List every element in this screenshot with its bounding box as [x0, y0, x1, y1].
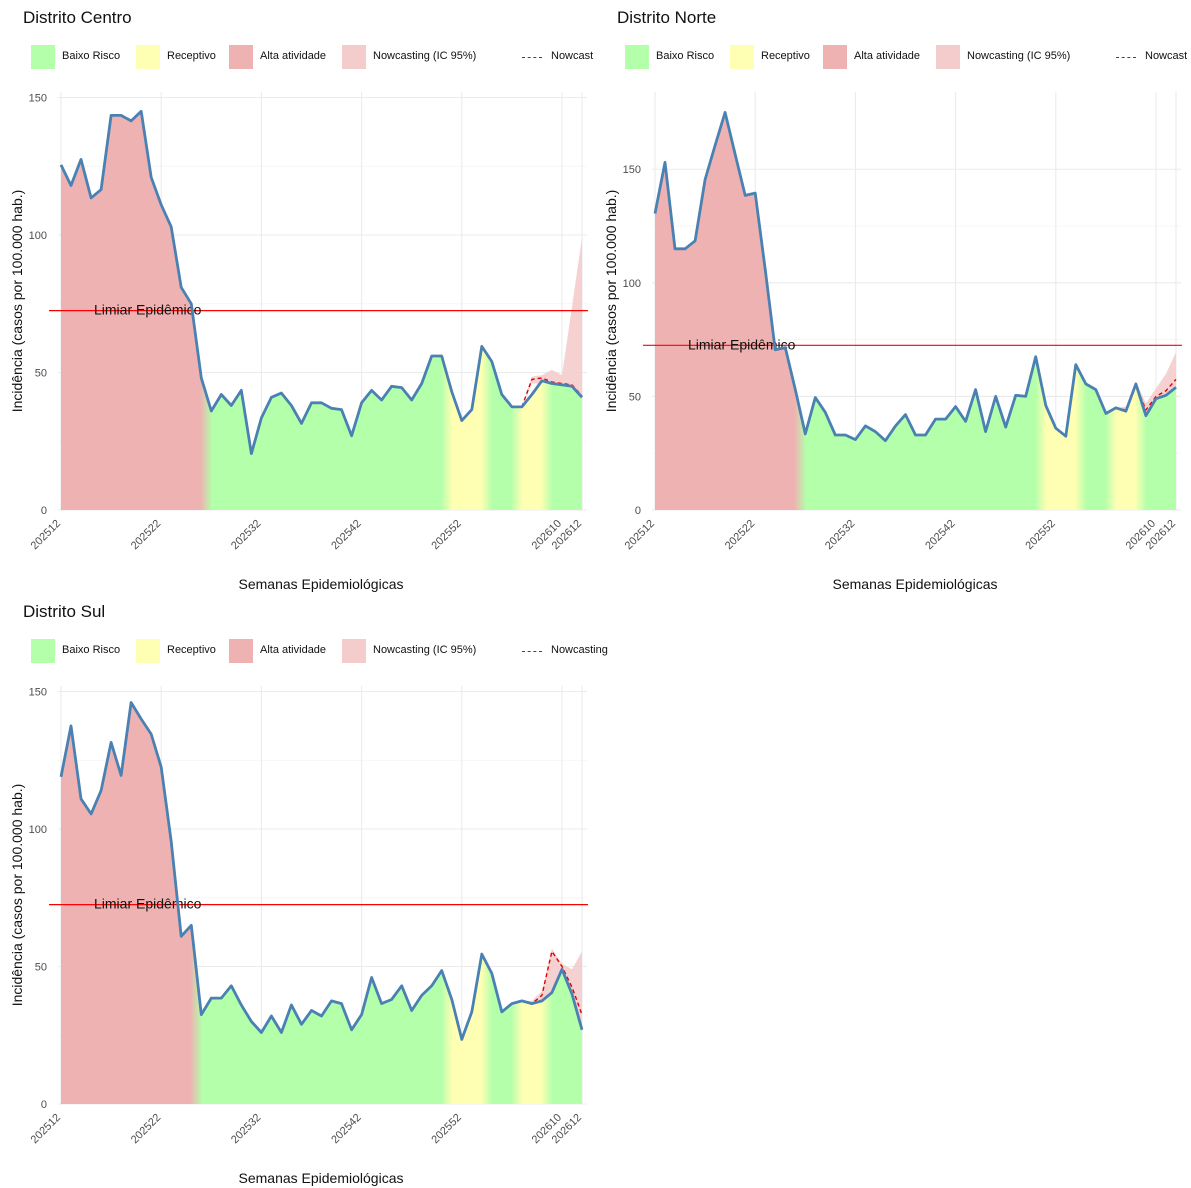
- legend-swatch: [229, 639, 253, 663]
- threshold-label: Limiar Epidêmico: [94, 896, 202, 912]
- legend-swatch: [823, 45, 847, 69]
- x-tick-label: 202532: [823, 518, 857, 552]
- legend-label: Nowcasting (IC 95%): [373, 50, 477, 62]
- legend-swatch: [31, 45, 55, 69]
- x-tick-label: 202532: [229, 518, 263, 552]
- legend-swatch: [520, 639, 544, 663]
- x-axis-title: Semanas Epidemiológicas: [833, 576, 998, 592]
- y-tick-label: 150: [29, 687, 47, 699]
- chart-plot: Limiar Epidêmico 0 50 100 150 202512 202522 202…: [603, 92, 1182, 592]
- legend-label: Receptivo: [761, 50, 810, 62]
- y-axis-title: Incidência (casos por 100.000 hab.): [603, 190, 619, 413]
- y-tick-label: 150: [29, 93, 47, 105]
- y-tick-label: 0: [41, 505, 47, 517]
- incidence-line: [59, 701, 584, 1041]
- legend-label: Nowcast: [551, 50, 594, 62]
- x-tick-label: 202552: [429, 1112, 463, 1146]
- x-tick-label: 202532: [229, 1112, 263, 1146]
- x-tick-label: 202522: [723, 518, 757, 552]
- y-tick-label: 50: [35, 368, 47, 380]
- legend-swatch: [31, 639, 55, 663]
- threshold-label: Limiar Epidêmico: [688, 336, 796, 352]
- threshold-label: Limiar Epidêmico: [94, 302, 202, 318]
- legend: Baixo Risco Receptivo Alta atividade Nowcas…: [594, 44, 1191, 70]
- legend: Baixo Risco Receptivo Alta atividade Nowcas…: [0, 638, 620, 664]
- legend-swatch: [520, 45, 544, 69]
- incidence-line: [653, 111, 1177, 443]
- x-axis-title: Semanas Epidemiológicas: [239, 576, 404, 592]
- x-tick-label: 202512: [29, 518, 63, 552]
- legend-label: Receptivo: [167, 50, 216, 62]
- legend-swatch: [136, 45, 160, 69]
- y-tick-label: 50: [629, 391, 641, 403]
- legend-swatch: [342, 639, 366, 663]
- legend-swatch: [730, 45, 754, 69]
- chart-plot: Limiar Epidêmico 0 50 100 150 202512 202522 202…: [9, 92, 588, 592]
- legend-label: Alta atividade: [854, 50, 921, 62]
- chart-panel-sul: Distrito Sul Baixo Risco Receptivo Alta at…: [0, 594, 608, 1188]
- incidence-line: [59, 109, 584, 455]
- x-tick-label: 202542: [923, 518, 957, 552]
- chart-panel-norte: Distrito Norte Baixo Risco Receptivo Alta …: [594, 0, 1190, 594]
- legend: Baixo Risco Receptivo Alta atividade Nowcas…: [0, 44, 620, 70]
- y-axis-title: Incidência (casos por 100.000 hab.): [9, 784, 25, 1007]
- nowcast-ci-band: [521, 237, 582, 407]
- y-tick-label: 150: [623, 164, 641, 176]
- y-tick-label: 100: [29, 824, 47, 836]
- chart-title: Distrito Norte: [617, 8, 717, 27]
- x-tick-label: 202522: [129, 1112, 163, 1146]
- chart-panel-centro: Distrito Centro Baixo Risco Receptivo Alta…: [0, 0, 596, 594]
- x-axis-title: Semanas Epidemiológicas: [239, 1170, 404, 1186]
- legend-label: Baixo Risco: [62, 644, 121, 656]
- legend-swatch: [1114, 45, 1138, 69]
- x-tick-label: 202552: [1023, 518, 1057, 552]
- legend-label: Nowcasting (IC 95%): [967, 50, 1071, 62]
- legend-swatch: [936, 45, 960, 69]
- chart-title: Distrito Centro: [23, 8, 132, 27]
- y-tick-label: 0: [635, 505, 641, 517]
- chart-plot: Limiar Epidêmico 0 50 100 150 202512 202522 202…: [9, 686, 588, 1186]
- legend-label: Nowcasting (IC 95%): [373, 644, 477, 656]
- chart-title: Distrito Sul: [23, 602, 106, 621]
- risk-area: [655, 112, 1176, 511]
- x-tick-label: 202542: [329, 518, 363, 552]
- legend-label: Nowcast: [1145, 50, 1188, 62]
- x-tick-label: 202512: [29, 1112, 63, 1146]
- x-tick-label: 202522: [129, 518, 163, 552]
- risk-area: [61, 111, 582, 511]
- y-tick-label: 0: [41, 1099, 47, 1111]
- legend-swatch: [136, 639, 160, 663]
- legend-label: Alta atividade: [260, 50, 327, 62]
- legend-swatch: [342, 45, 366, 69]
- legend-label: Alta atividade: [260, 644, 327, 656]
- legend-swatch: [625, 45, 649, 69]
- y-tick-label: 100: [29, 230, 47, 242]
- legend-label: Receptivo: [167, 644, 216, 656]
- y-tick-label: 100: [623, 278, 641, 290]
- nowcast-ci-band: [521, 948, 582, 1027]
- x-tick-label: 202552: [429, 518, 463, 552]
- legend-label: Baixo Risco: [62, 50, 121, 62]
- legend-label: Baixo Risco: [656, 50, 715, 62]
- y-tick-label: 50: [35, 962, 47, 974]
- x-tick-label: 202542: [329, 1112, 363, 1146]
- y-axis-title: Incidência (casos por 100.000 hab.): [9, 190, 25, 413]
- legend-swatch: [229, 45, 253, 69]
- legend-label: Nowcasting: [551, 644, 608, 656]
- x-tick-label: 202512: [623, 518, 657, 552]
